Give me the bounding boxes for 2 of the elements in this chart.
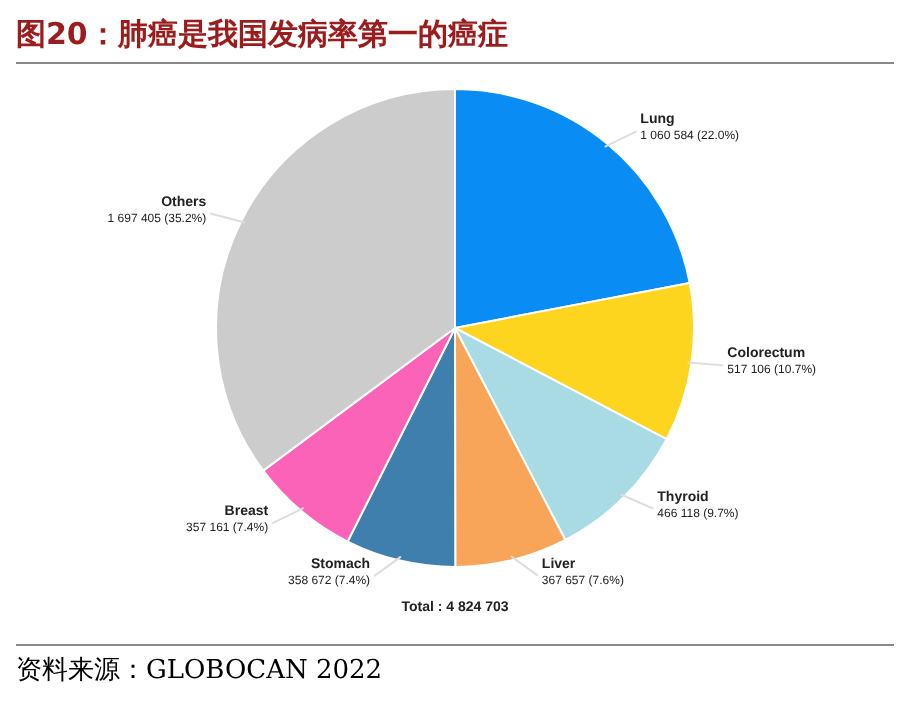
text: 资料来源：GLOBOCAN 2022 [16,654,385,688]
chart-title: 图20：肺癌是我国发病率第一的癌症 [16,16,894,64]
